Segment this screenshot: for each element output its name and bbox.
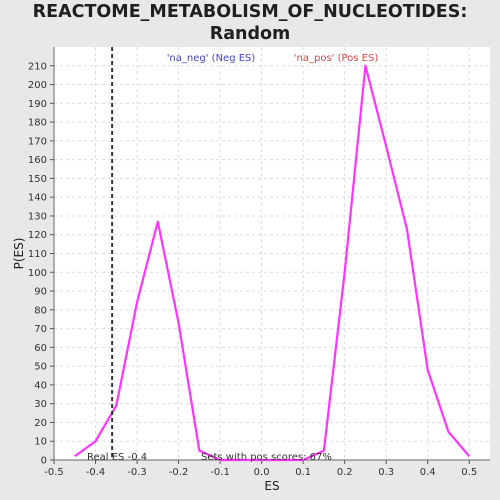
x-tick-label: 0.3 — [378, 467, 394, 478]
y-tick-label: 150 — [28, 174, 47, 185]
y-tick-label: 200 — [28, 80, 47, 91]
y-tick-label: 60 — [34, 343, 47, 354]
y-axis-title: P(ES) — [12, 238, 26, 270]
y-tick-label: 180 — [28, 118, 47, 129]
real-es-label: Real ES -0.4 — [87, 452, 147, 463]
x-tick-label: 0.0 — [254, 467, 270, 478]
y-tick-label: 0 — [41, 456, 47, 467]
y-tick-label: 90 — [34, 287, 47, 298]
x-tick-label: -0.5 — [44, 467, 64, 478]
legend-pos-label: 'na_pos' (Pos ES) — [294, 53, 379, 64]
y-tick-label: 170 — [28, 136, 47, 147]
y-tick-label: 120 — [28, 230, 47, 241]
y-tick-label: 110 — [28, 249, 47, 260]
x-tick-label: -0.3 — [127, 467, 147, 478]
y-tick-label: 30 — [34, 399, 47, 410]
pos-scores-label: Sets with pos scores: 67% — [201, 452, 332, 463]
x-tick-label: -0.2 — [169, 467, 189, 478]
x-tick-label: 0.4 — [420, 467, 436, 478]
y-tick-label: 210 — [28, 61, 47, 72]
y-tick-label: 160 — [28, 155, 47, 166]
x-tick-label: 0.1 — [295, 467, 311, 478]
y-tick-label: 80 — [34, 305, 47, 316]
series-layer — [74, 64, 471, 462]
y-tick-label: 130 — [28, 211, 47, 222]
x-tick-label: -0.4 — [86, 467, 106, 478]
y-tick-label: 70 — [34, 324, 47, 335]
y-tick-label: 190 — [28, 99, 47, 110]
axes: 0 10 20 30 40 50 60 70 80 90 100 110 120 130 140 150 160… — [28, 47, 490, 478]
y-tick-label: 10 — [34, 437, 47, 448]
y-tick-label: 20 — [34, 418, 47, 429]
x-tick-label: -0.1 — [210, 467, 230, 478]
y-tick-label: 40 — [34, 380, 47, 391]
legend-neg-label: 'na_neg' (Neg ES) — [167, 53, 256, 64]
x-axis-title: ES — [264, 479, 279, 493]
y-tick-label: 140 — [28, 193, 47, 204]
y-tick-label: 50 — [34, 362, 47, 373]
x-tick-label: 0.5 — [461, 467, 477, 478]
y-tick-label: 100 — [28, 268, 47, 279]
x-tick-label: 0.2 — [337, 467, 353, 478]
series-line — [74, 64, 471, 462]
